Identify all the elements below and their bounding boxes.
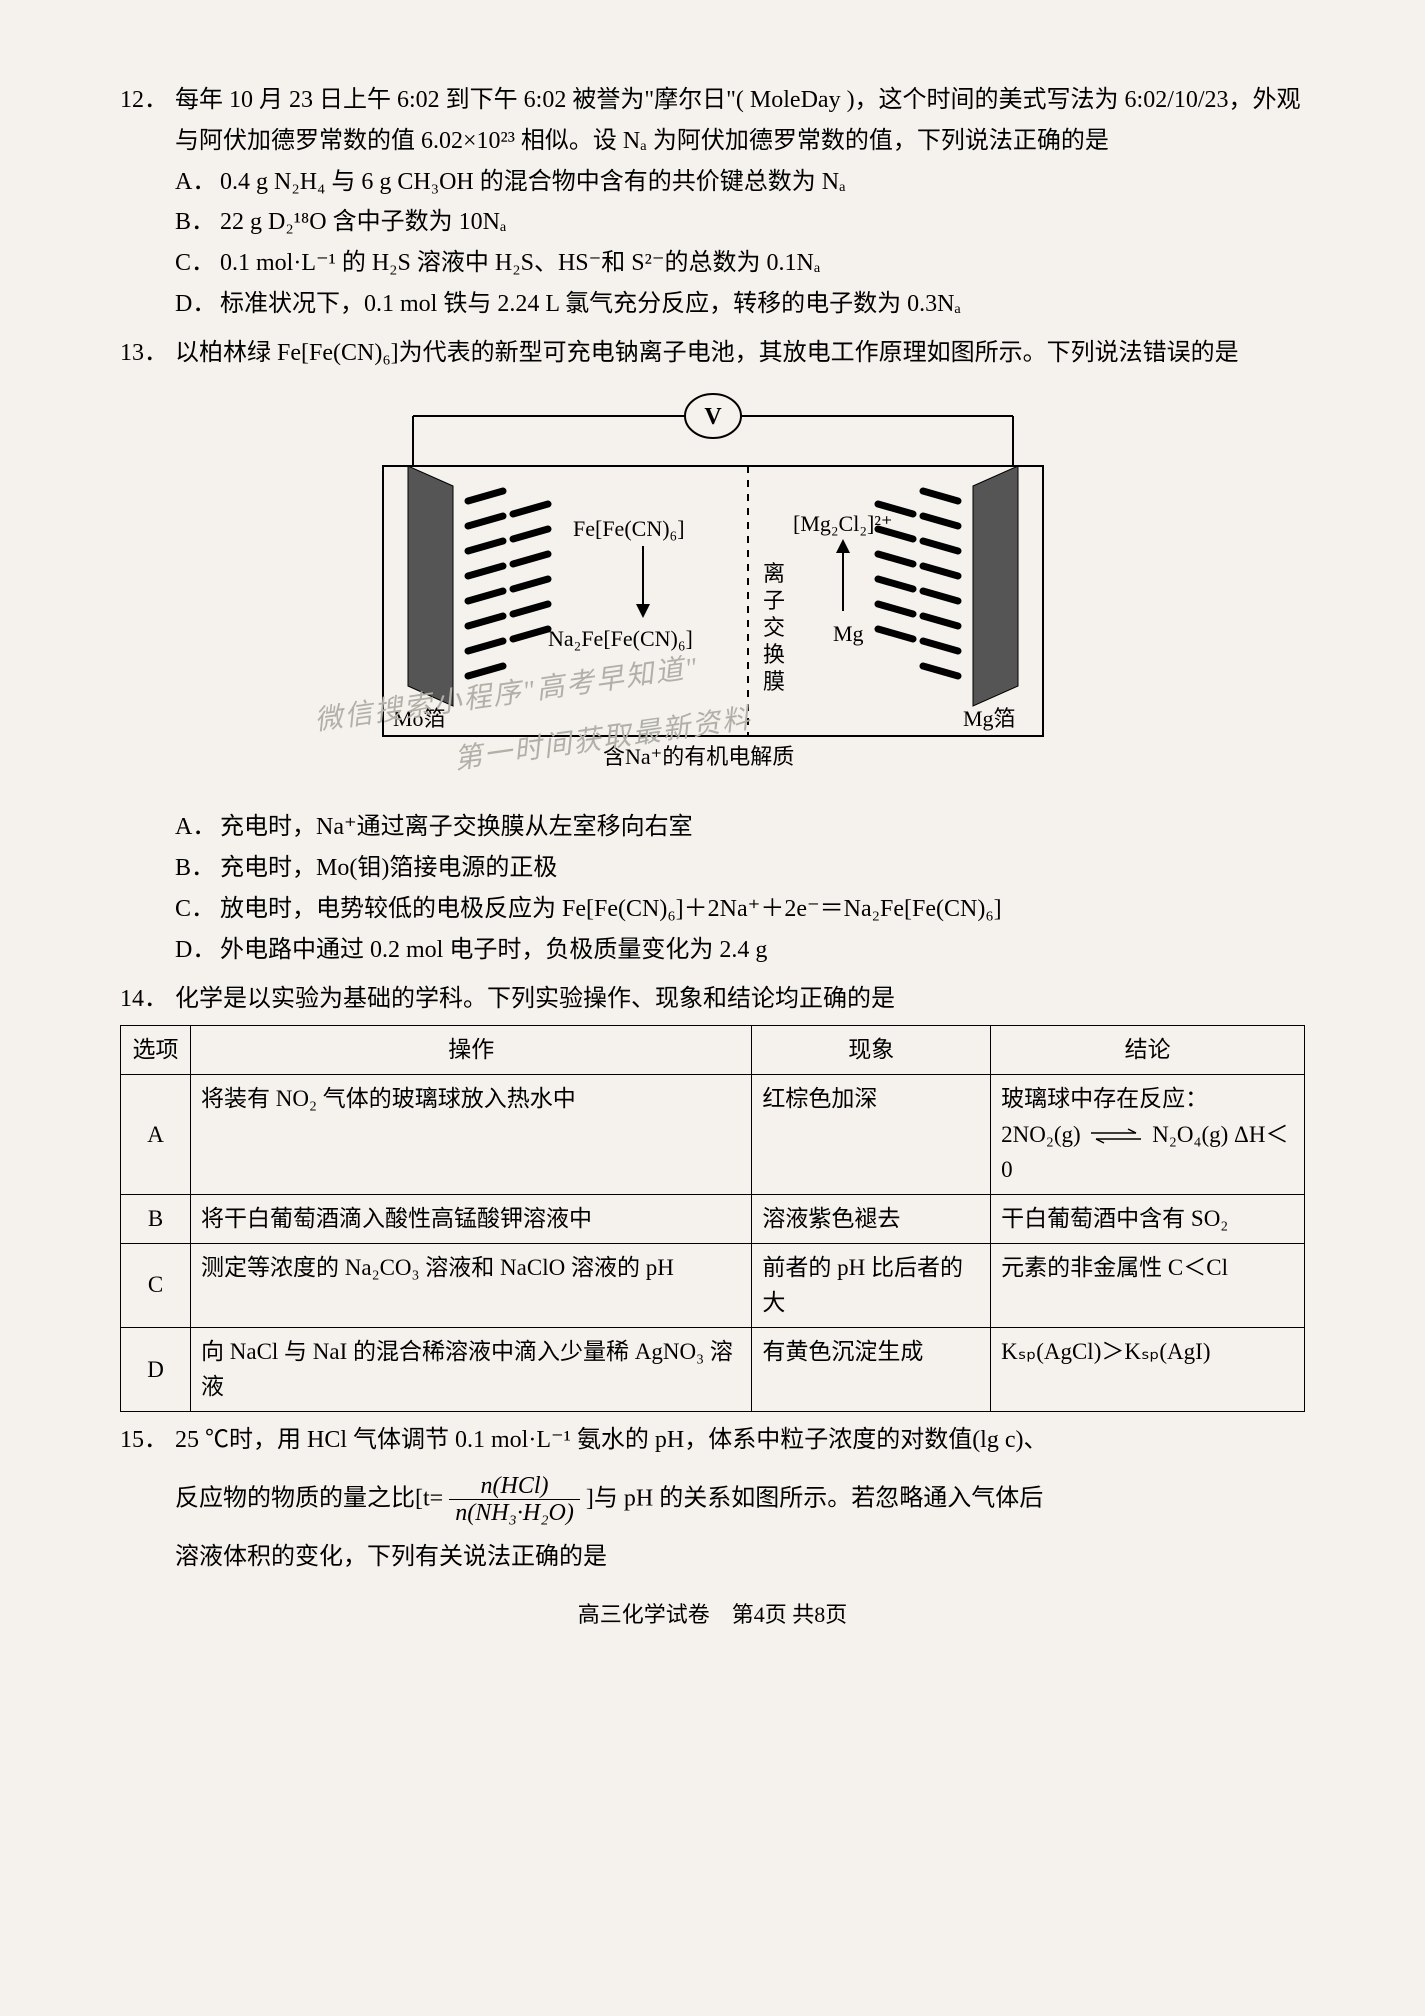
question-12: 12． 每年 10 月 23 日上午 6:02 到下午 6:02 被誉为"摩尔日… bbox=[120, 80, 1305, 325]
q13-option-a: A． 充电时，Na⁺通过离子交换膜从左室移向右室 bbox=[175, 807, 1305, 848]
svg-text:膜: 膜 bbox=[763, 669, 785, 694]
cell-opt: D bbox=[121, 1327, 191, 1411]
opt-label: C． bbox=[175, 889, 220, 930]
cell-conclusion: Kₛₚ(AgCl)＞Kₛₚ(AgI) bbox=[991, 1327, 1305, 1411]
svg-text:Na₂Fe[Fe(CN)₆]: Na₂Fe[Fe(CN)₆] bbox=[548, 626, 693, 651]
opt-label: C． bbox=[175, 243, 220, 284]
opt-label: D． bbox=[175, 284, 220, 325]
svg-text:[Mg₂Cl₂]²⁺: [Mg₂Cl₂]²⁺ bbox=[793, 511, 893, 536]
q13-text: 以柏林绿 Fe[Fe(CN)₆]为代表的新型可充电钠离子电池，其放电工作原理如图… bbox=[175, 333, 1305, 374]
opt-text: 放电时，电势较低的电极反应为 Fe[Fe(CN)₆]＋2Na⁺＋2e⁻＝Na₂F… bbox=[220, 889, 1002, 930]
voltmeter-label: V bbox=[704, 404, 722, 430]
q12-option-b: B． 22 g D₂¹⁸O 含中子数为 10Nₐ bbox=[175, 202, 1305, 243]
cell-phenomenon: 溶液紫色褪去 bbox=[752, 1194, 991, 1243]
th-operation: 操作 bbox=[191, 1026, 752, 1075]
opt-text: 22 g D₂¹⁸O 含中子数为 10Nₐ bbox=[220, 202, 507, 243]
q12-option-d: D． 标准状况下，0.1 mol 铁与 2.24 L 氯气充分反应，转移的电子数… bbox=[175, 284, 1305, 325]
q14-number: 14． bbox=[120, 979, 175, 1020]
q13-header: 13． 以柏林绿 Fe[Fe(CN)₆]为代表的新型可充电钠离子电池，其放电工作… bbox=[120, 333, 1305, 374]
q12-header: 12． 每年 10 月 23 日上午 6:02 到下午 6:02 被誉为"摩尔日… bbox=[120, 80, 1305, 162]
th-phenomenon: 现象 bbox=[752, 1026, 991, 1075]
q13-option-d: D． 外电路中通过 0.2 mol 电子时，负极质量变化为 2.4 g bbox=[175, 930, 1305, 971]
q13-diagram: V bbox=[353, 386, 1073, 786]
q15-number: 15． bbox=[120, 1420, 175, 1461]
q13-number: 13． bbox=[120, 333, 175, 374]
svg-text:Fe[Fe(CN)₆]: Fe[Fe(CN)₆] bbox=[573, 516, 685, 541]
q14-table: 选项 操作 现象 结论 A 将装有 NO₂ 气体的玻璃球放入热水中 红棕色加深 … bbox=[120, 1025, 1305, 1412]
cell-operation: 测定等浓度的 Na₂CO₃ 溶液和 NaClO 溶液的 pH bbox=[191, 1243, 752, 1327]
q15-text-p3: 溶液体积的变化，下列有关说法正确的是 bbox=[175, 1544, 607, 1570]
q14-header: 14． 化学是以实验为基础的学科。下列实验操作、现象和结论均正确的是 bbox=[120, 979, 1305, 1020]
table-header-row: 选项 操作 现象 结论 bbox=[121, 1026, 1305, 1075]
q15-text-p2a: 反应物的物质的量之比[t= bbox=[175, 1485, 443, 1511]
cell-opt: C bbox=[121, 1243, 191, 1327]
cell-phenomenon: 有黄色沉淀生成 bbox=[752, 1327, 991, 1411]
q12-text: 每年 10 月 23 日上午 6:02 到下午 6:02 被誉为"摩尔日"( M… bbox=[175, 80, 1305, 162]
table-row: A 将装有 NO₂ 气体的玻璃球放入热水中 红棕色加深 玻璃球中存在反应： 2N… bbox=[121, 1075, 1305, 1195]
cell-phenomenon: 红棕色加深 bbox=[752, 1075, 991, 1195]
svg-text:换: 换 bbox=[763, 642, 785, 667]
cell-conclusion: 玻璃球中存在反应： 2NO₂(g) N₂O₄(g) ΔH＜0 bbox=[991, 1075, 1305, 1195]
q15-text-p1: 25 ℃时，用 HCl 气体调节 0.1 mol·L⁻¹ 氨水的 pH，体系中粒… bbox=[175, 1420, 1305, 1461]
q13-diagram-container: V bbox=[120, 386, 1305, 800]
opt-text: 0.1 mol·L⁻¹ 的 H₂S 溶液中 H₂S、HS⁻和 S²⁻的总数为 0… bbox=[220, 243, 820, 284]
q15-text-p2b: ]与 pH 的关系如图所示。若忽略通入气体后 bbox=[586, 1485, 1043, 1511]
cell-operation: 向 NaCl 与 NaI 的混合稀溶液中滴入少量稀 AgNO₃ 溶液 bbox=[191, 1327, 752, 1411]
q13-options: A． 充电时，Na⁺通过离子交换膜从左室移向右室 B． 充电时，Mo(钼)箔接电… bbox=[120, 807, 1305, 970]
frac-numerator: n(HCl) bbox=[449, 1473, 580, 1500]
page-footer: 高三化学试卷 第4页 共8页 bbox=[120, 1596, 1305, 1633]
conc-prefix: 玻璃球中存在反应： bbox=[1001, 1086, 1208, 1111]
cell-opt: A bbox=[121, 1075, 191, 1195]
q13-option-b: B． 充电时，Mo(钼)箔接电源的正极 bbox=[175, 848, 1305, 889]
cell-operation: 将干白葡萄酒滴入酸性高锰酸钾溶液中 bbox=[191, 1194, 752, 1243]
opt-text: 标准状况下，0.1 mol 铁与 2.24 L 氯气充分反应，转移的电子数为 0… bbox=[220, 284, 961, 325]
q14-text: 化学是以实验为基础的学科。下列实验操作、现象和结论均正确的是 bbox=[175, 979, 1305, 1020]
opt-text: 0.4 g N₂H₄ 与 6 g CH₃OH 的混合物中含有的共价键总数为 Nₐ bbox=[220, 162, 846, 203]
question-14: 14． 化学是以实验为基础的学科。下列实验操作、现象和结论均正确的是 选项 操作… bbox=[120, 979, 1305, 1413]
cell-phenomenon: 前者的 pH 比后者的大 bbox=[752, 1243, 991, 1327]
opt-label: A． bbox=[175, 162, 220, 203]
svg-text:离: 离 bbox=[763, 561, 785, 586]
svg-text:子: 子 bbox=[763, 588, 785, 613]
q12-options: A． 0.4 g N₂H₄ 与 6 g CH₃OH 的混合物中含有的共价键总数为… bbox=[120, 162, 1305, 325]
table-row: B 将干白葡萄酒滴入酸性高锰酸钾溶液中 溶液紫色褪去 干白葡萄酒中含有 SO₂ bbox=[121, 1194, 1305, 1243]
svg-text:交: 交 bbox=[763, 615, 785, 640]
question-15: 15． 25 ℃时，用 HCl 气体调节 0.1 mol·L⁻¹ 氨水的 pH，… bbox=[120, 1420, 1305, 1577]
q12-option-a: A． 0.4 g N₂H₄ 与 6 g CH₃OH 的混合物中含有的共价键总数为… bbox=[175, 162, 1305, 203]
cell-conclusion: 干白葡萄酒中含有 SO₂ bbox=[991, 1194, 1305, 1243]
svg-text:含Na⁺的有机电解质: 含Na⁺的有机电解质 bbox=[603, 744, 794, 769]
q15-header: 15． 25 ℃时，用 HCl 气体调节 0.1 mol·L⁻¹ 氨水的 pH，… bbox=[120, 1420, 1305, 1461]
equilibrium-arrow-icon bbox=[1086, 1127, 1146, 1145]
opt-label: A． bbox=[175, 807, 220, 848]
table-row: D 向 NaCl 与 NaI 的混合稀溶液中滴入少量稀 AgNO₃ 溶液 有黄色… bbox=[121, 1327, 1305, 1411]
th-conclusion: 结论 bbox=[991, 1026, 1305, 1075]
fraction: n(HCl) n(NH₃·H₂O) bbox=[449, 1473, 580, 1527]
th-option: 选项 bbox=[121, 1026, 191, 1075]
q12-option-c: C． 0.1 mol·L⁻¹ 的 H₂S 溶液中 H₂S、HS⁻和 S²⁻的总数… bbox=[175, 243, 1305, 284]
q15-text-p3-wrap: 溶液体积的变化，下列有关说法正确的是 bbox=[120, 1537, 1305, 1578]
opt-text: 外电路中通过 0.2 mol 电子时，负极质量变化为 2.4 g bbox=[220, 930, 767, 971]
opt-text: 充电时，Na⁺通过离子交换膜从左室移向右室 bbox=[220, 807, 693, 848]
opt-text: 充电时，Mo(钼)箔接电源的正极 bbox=[220, 848, 557, 889]
opt-label: B． bbox=[175, 202, 220, 243]
frac-denominator: n(NH₃·H₂O) bbox=[449, 1500, 580, 1526]
cell-conclusion: 元素的非金属性 C＜Cl bbox=[991, 1243, 1305, 1327]
conc-eq-left: 2NO₂(g) bbox=[1001, 1122, 1081, 1147]
table-row: C 测定等浓度的 Na₂CO₃ 溶液和 NaClO 溶液的 pH 前者的 pH … bbox=[121, 1243, 1305, 1327]
svg-text:Mo箔: Mo箔 bbox=[393, 706, 446, 731]
opt-label: B． bbox=[175, 848, 220, 889]
q15-continuation: 反应物的物质的量之比[t= n(HCl) n(NH₃·H₂O) ]与 pH 的关… bbox=[120, 1473, 1305, 1527]
svg-text:Mg箔: Mg箔 bbox=[963, 706, 1016, 731]
opt-label: D． bbox=[175, 930, 220, 971]
cell-opt: B bbox=[121, 1194, 191, 1243]
question-13: 13． 以柏林绿 Fe[Fe(CN)₆]为代表的新型可充电钠离子电池，其放电工作… bbox=[120, 333, 1305, 971]
q12-number: 12． bbox=[120, 80, 175, 121]
q13-option-c: C． 放电时，电势较低的电极反应为 Fe[Fe(CN)₆]＋2Na⁺＋2e⁻＝N… bbox=[175, 889, 1305, 930]
q14-tbody: A 将装有 NO₂ 气体的玻璃球放入热水中 红棕色加深 玻璃球中存在反应： 2N… bbox=[121, 1075, 1305, 1412]
svg-text:Mg: Mg bbox=[833, 621, 864, 646]
cell-operation: 将装有 NO₂ 气体的玻璃球放入热水中 bbox=[191, 1075, 752, 1195]
